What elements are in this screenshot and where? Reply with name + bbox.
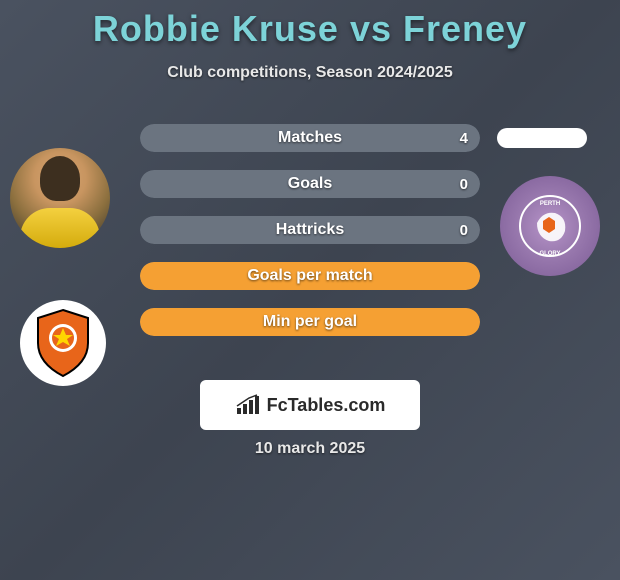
stat-value-right: 0 xyxy=(460,216,468,244)
subtitle: Club competitions, Season 2024/2025 xyxy=(0,64,620,82)
stat-label: Goals per match xyxy=(140,262,480,290)
stat-row-goals-per-match: Goals per match xyxy=(140,262,480,290)
page-title: Robbie Kruse vs Freney xyxy=(0,0,620,50)
stat-label: Min per goal xyxy=(140,308,480,336)
date-label: 10 march 2025 xyxy=(0,440,620,458)
stat-value-right: 0 xyxy=(460,170,468,198)
stat-row-min-per-goal: Min per goal xyxy=(140,308,480,336)
svg-text:PERTH: PERTH xyxy=(540,201,560,207)
player-right-club-logo: PERTH GLORY xyxy=(500,176,600,276)
stat-value-right: 4 xyxy=(460,124,468,152)
stats-container: Matches 4 Goals 0 Hattricks 0 Goals per … xyxy=(140,124,480,354)
stat-row-matches: Matches 4 xyxy=(140,124,480,152)
player-right-photo xyxy=(497,128,587,148)
player-left-photo xyxy=(10,148,110,248)
watermark[interactable]: FcTables.com xyxy=(200,380,420,430)
stat-label: Hattricks xyxy=(140,216,480,244)
stat-label: Matches xyxy=(140,124,480,152)
watermark-text: FcTables.com xyxy=(267,395,386,416)
stat-label: Goals xyxy=(140,170,480,198)
club-badge-icon: PERTH GLORY xyxy=(515,191,585,261)
stat-row-goals: Goals 0 xyxy=(140,170,480,198)
stat-row-hattricks: Hattricks 0 xyxy=(140,216,480,244)
shield-icon xyxy=(33,308,93,378)
player-left-club-logo xyxy=(20,300,106,386)
chart-icon xyxy=(235,394,261,416)
svg-text:GLORY: GLORY xyxy=(539,251,560,257)
